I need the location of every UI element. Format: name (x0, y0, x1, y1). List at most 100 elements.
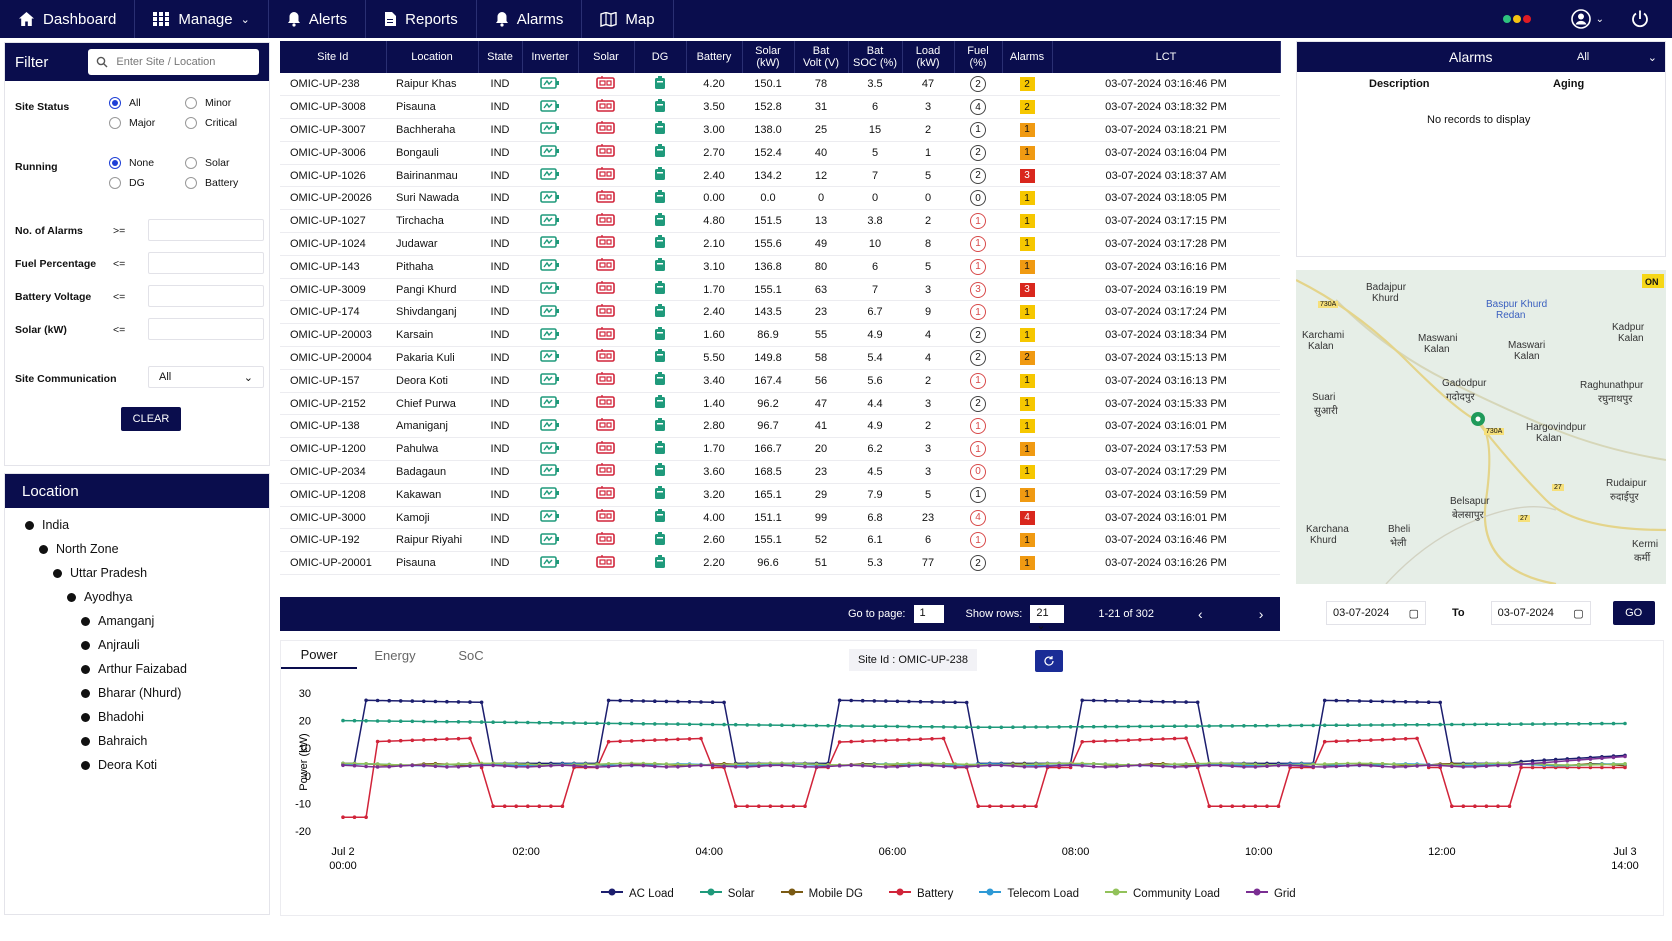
table-row[interactable]: OMIC-UP-20004 Pakaria Kuli IND 5.50 149.8 58 5… (280, 346, 1280, 370)
table-row[interactable]: OMIC-UP-238 Raipur Khas IND 4.20 150.1 78 3.5 4… (280, 73, 1280, 97)
table-row[interactable]: OMIC-UP-20001 Pisauna IND 2.20 96.6 51 5.3 77 2 1… (280, 551, 1280, 576)
filter-field-input[interactable] (148, 252, 264, 274)
search-input[interactable]: Enter Site / Location (88, 49, 259, 75)
filter-field-input[interactable] (148, 219, 264, 241)
legend-item[interactable]: Community Load (1105, 887, 1220, 900)
legend-item[interactable]: Grid (1245, 887, 1296, 900)
refresh-button[interactable] (1035, 650, 1063, 672)
tree-node[interactable]: Bahraich (81, 734, 147, 748)
go-button[interactable]: GO (1612, 601, 1655, 625)
tree-node[interactable]: Bhadohi (81, 710, 144, 724)
table-row[interactable]: OMIC-UP-1026 Bairinanmau IND 2.40 134.2 12 7 5 2… (280, 164, 1280, 188)
column-header[interactable]: Fuel (%) (954, 41, 1003, 73)
column-header[interactable]: Location (386, 41, 479, 73)
alarm-count-badge[interactable]: 1 (1019, 191, 1035, 206)
tree-node[interactable]: Amanganj (81, 614, 154, 628)
column-header[interactable]: Battery (686, 41, 743, 73)
alarm-count-badge[interactable]: 1 (1019, 373, 1035, 388)
column-header[interactable]: Solar (578, 41, 635, 73)
table-row[interactable]: OMIC-UP-3007 Bachheraha IND 3.00 138.0 25 15 2 1… (280, 118, 1280, 142)
alarm-count-badge[interactable]: 1 (1019, 396, 1035, 411)
alarm-count-badge[interactable]: 1 (1019, 533, 1035, 548)
tree-node[interactable]: Uttar Pradesh (53, 566, 147, 580)
nav-alarms[interactable]: Alarms (477, 0, 583, 38)
column-header[interactable]: Bat SOC (%) (848, 41, 903, 73)
table-row[interactable]: OMIC-UP-2152 Chief Purwa IND 1.40 96.2 47 4.4 3… (280, 392, 1280, 416)
table-row[interactable]: OMIC-UP-1208 Kakawan IND 3.20 165.1 29 7.9 5 1 1 0… (280, 483, 1280, 507)
table-row[interactable]: OMIC-UP-20003 Karsain IND 1.60 86.9 55 4.9 4 2 1 0… (280, 323, 1280, 348)
table-row[interactable]: OMIC-UP-3009 Pangi Khurd IND 1.70 155.1 63 7 3 3… (280, 278, 1280, 302)
map-view[interactable]: ON 730A 730A 27 27 Badajpur Khurd Baspur K… (1296, 270, 1666, 584)
nav-map[interactable]: Map (582, 0, 674, 38)
calendar-icon[interactable]: ▢ (1573, 607, 1584, 620)
nav-alerts[interactable]: Alerts (269, 0, 367, 38)
alarm-count-badge[interactable]: 1 (1019, 145, 1035, 160)
alarm-count-badge[interactable]: 3 (1019, 168, 1035, 183)
legend-item[interactable]: Solar (699, 887, 755, 900)
power-icon[interactable] (1630, 9, 1650, 29)
alarm-count-badge[interactable]: 2 (1019, 100, 1035, 115)
table-row[interactable]: OMIC-UP-143 Pithaha IND 3.10 136.8 80 6 5 1 1 03-0… (280, 255, 1280, 279)
user-icon[interactable]: ⌄ (1570, 9, 1604, 29)
nav-dashboard[interactable]: Dashboard (0, 0, 136, 38)
alarms-filter-select[interactable]: All ⌄ (1577, 51, 1657, 64)
legend-item[interactable]: Battery (888, 887, 953, 900)
table-row[interactable]: OMIC-UP-1027 Tirchacha IND 4.80 151.5 13 3.8 2 1… (280, 209, 1280, 234)
column-header[interactable]: State (478, 41, 523, 73)
clear-button[interactable]: CLEAR (121, 407, 181, 431)
alarm-count-badge[interactable]: 1 (1019, 556, 1035, 571)
column-header[interactable]: Solar (kW) (742, 41, 795, 73)
tree-node[interactable]: India (25, 518, 69, 532)
table-row[interactable]: OMIC-UP-3008 Pisauna IND 3.50 152.8 31 6 3 4 2 03-… (280, 95, 1280, 120)
column-header[interactable]: Inverter (522, 41, 579, 73)
tree-node[interactable]: Anjrauli (81, 638, 140, 652)
alarm-count-badge[interactable]: 4 (1019, 510, 1035, 525)
tree-node[interactable]: Bharar (Nhurd) (81, 686, 181, 700)
goto-page-input[interactable]: 1 (913, 605, 944, 623)
column-header[interactable]: DG (634, 41, 687, 73)
alarm-count-badge[interactable]: 1 (1019, 305, 1035, 320)
alarm-count-badge[interactable]: 1 (1019, 122, 1035, 137)
tab-energy[interactable]: Energy (374, 647, 416, 663)
table-row[interactable]: OMIC-UP-138 Amaniganj IND 2.80 96.7 41 4.9 2 1 1 0… (280, 414, 1280, 439)
site-communication-select[interactable]: All ⌄ (148, 366, 264, 388)
site-status-radio-major[interactable]: Major (109, 117, 155, 129)
column-header[interactable]: Bat Volt (V) (794, 41, 849, 73)
legend-item[interactable]: AC Load (601, 887, 674, 900)
table-row[interactable]: OMIC-UP-1200 Pahulwa IND 1.70 166.7 20 6.2 3 1 1 0… (280, 437, 1280, 462)
table-row[interactable]: OMIC-UP-2034 Badagaun IND 3.60 168.5 23 4.5 3 0 1… (280, 460, 1280, 484)
table-row[interactable]: OMIC-UP-174 Shivdanganj IND 2.40 143.5 23 6.7 9… (280, 300, 1280, 325)
next-page-icon[interactable]: › (1258, 606, 1264, 622)
tree-node[interactable]: North Zone (39, 542, 119, 556)
table-row[interactable]: OMIC-UP-3006 Bongauli IND 2.70 152.4 40 5 1 2 1 03… (280, 141, 1280, 165)
alarm-count-badge[interactable]: 1 (1019, 236, 1035, 251)
site-status-radio-all[interactable]: All (109, 97, 141, 109)
table-row[interactable]: OMIC-UP-192 Raipur Riyahi IND 2.60 155.1 52 6.… (280, 528, 1280, 553)
running-radio-solar[interactable]: Solar (185, 157, 230, 169)
alarm-count-badge[interactable]: 1 (1019, 464, 1035, 479)
tab-power[interactable]: Power (281, 641, 357, 669)
calendar-icon[interactable]: ▢ (1408, 607, 1419, 620)
rows-select[interactable]: 21 ⌄ (1030, 605, 1065, 632)
table-row[interactable]: OMIC-UP-20026 Suri Nawada IND 0.00 0.0 0 0 0 0 1 0… (280, 186, 1280, 211)
running-radio-none[interactable]: None (109, 157, 154, 169)
tree-node[interactable]: Deora Koti (81, 758, 157, 772)
alarm-count-badge[interactable]: 1 (1019, 328, 1035, 343)
column-header[interactable]: Site Id (280, 41, 387, 73)
site-status-radio-critical[interactable]: Critical (185, 117, 237, 129)
nav-reports[interactable]: Reports (366, 0, 477, 38)
alarm-count-badge[interactable]: 1 (1019, 419, 1035, 434)
table-row[interactable]: OMIC-UP-157 Deora Koti IND 3.40 167.4 56 5.6 2 1… (280, 369, 1280, 393)
column-header[interactable]: Alarms (1002, 41, 1053, 73)
alarm-count-badge[interactable]: 1 (1019, 259, 1035, 274)
column-header[interactable]: Load (kW) (902, 41, 955, 73)
alarm-count-badge[interactable]: 1 (1019, 442, 1035, 457)
to-date-input[interactable]: 03-07-2024 ▢ (1490, 601, 1591, 625)
alarm-count-badge[interactable]: 1 (1019, 214, 1035, 229)
running-radio-battery[interactable]: Battery (185, 177, 238, 189)
tab-soc[interactable]: SoC (458, 647, 484, 663)
legend-item[interactable]: Telecom Load (979, 887, 1079, 900)
tree-node[interactable]: Ayodhya (67, 590, 132, 604)
legend-item[interactable]: Mobile DG (780, 887, 863, 900)
running-radio-dg[interactable]: DG (109, 177, 145, 189)
